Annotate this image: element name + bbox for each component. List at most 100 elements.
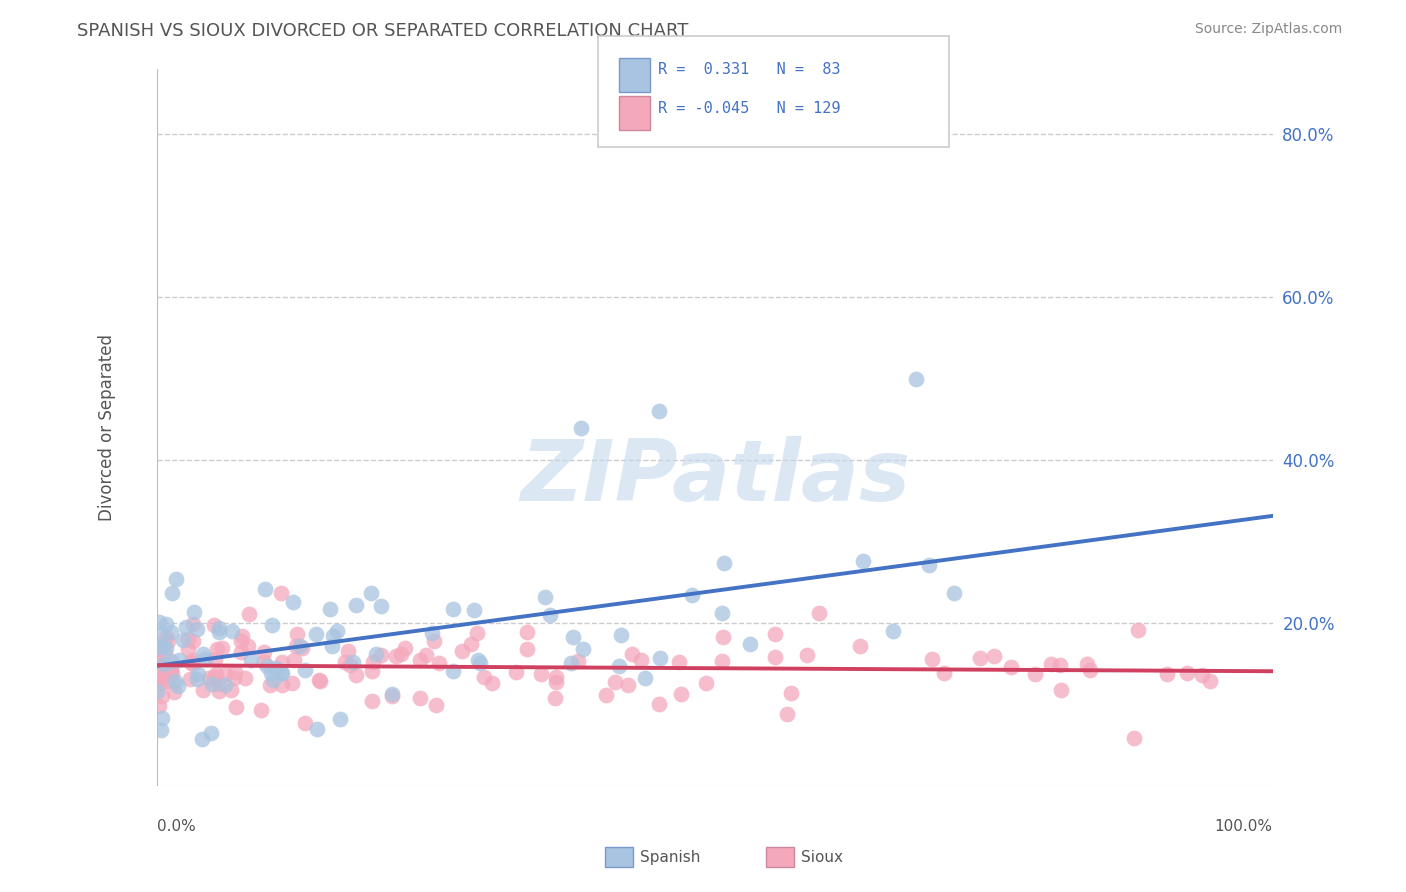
Point	[233, 671, 256, 685]
Point	[422, 634, 444, 648]
Point	[1191, 668, 1213, 682]
Text: Source: ZipAtlas.com: Source: ZipAtlas.com	[1195, 22, 1343, 37]
Point	[385, 649, 408, 664]
Point	[150, 710, 173, 724]
Point	[155, 630, 177, 644]
Point	[253, 655, 276, 669]
Point	[165, 572, 187, 586]
Point	[270, 585, 292, 599]
Point	[934, 666, 956, 681]
Point	[253, 645, 276, 659]
Point	[177, 641, 200, 656]
Point	[516, 642, 538, 657]
Point	[238, 607, 260, 621]
Point	[572, 641, 595, 656]
Point	[603, 674, 626, 689]
Point	[463, 603, 485, 617]
Point	[796, 648, 818, 663]
Point	[1175, 665, 1198, 680]
Point	[1080, 663, 1102, 677]
Point	[186, 623, 208, 637]
Point	[285, 640, 308, 654]
Point	[177, 632, 200, 646]
Point	[166, 679, 188, 693]
Point	[620, 647, 643, 661]
Point	[1050, 683, 1073, 698]
Point	[420, 626, 443, 640]
Point	[152, 639, 174, 653]
Point	[852, 554, 875, 568]
Point	[202, 670, 225, 684]
Point	[183, 605, 205, 619]
Point	[221, 624, 243, 639]
Point	[505, 665, 527, 679]
Point	[648, 650, 671, 665]
Point	[322, 629, 344, 643]
Point	[370, 599, 392, 613]
Point	[544, 669, 567, 683]
Point	[280, 676, 302, 690]
Point	[155, 617, 177, 632]
Point	[543, 691, 565, 706]
Point	[763, 649, 786, 664]
Point	[409, 691, 432, 706]
Point	[325, 624, 347, 639]
Point	[160, 662, 183, 676]
Point	[224, 665, 246, 679]
Point	[807, 607, 830, 621]
Point	[710, 654, 733, 668]
Point	[882, 624, 904, 638]
Point	[249, 703, 271, 717]
Point	[207, 677, 229, 691]
Point	[208, 621, 231, 635]
Point	[236, 640, 259, 654]
Point	[1128, 623, 1150, 637]
Point	[239, 653, 262, 667]
Text: ZIPatlas: ZIPatlas	[520, 436, 910, 519]
Point	[187, 667, 209, 681]
Text: Sioux: Sioux	[801, 850, 844, 864]
Text: SPANISH VS SIOUX DIVORCED OR SEPARATED CORRELATION CHART: SPANISH VS SIOUX DIVORCED OR SEPARATED C…	[77, 22, 689, 40]
Point	[193, 647, 215, 661]
Point	[271, 678, 294, 692]
Point	[516, 624, 538, 639]
Point	[321, 639, 343, 653]
Point	[918, 558, 941, 572]
Point	[146, 664, 169, 678]
Point	[370, 648, 392, 662]
Point	[157, 634, 180, 648]
Point	[155, 673, 177, 688]
Point	[181, 617, 204, 632]
Point	[389, 647, 412, 661]
Point	[263, 673, 285, 687]
Point	[441, 602, 464, 616]
Point	[609, 659, 631, 673]
Point	[969, 651, 991, 665]
Point	[921, 652, 943, 666]
Point	[186, 672, 208, 686]
Point	[148, 615, 170, 629]
Point	[208, 625, 231, 640]
Point	[546, 674, 568, 689]
Point	[153, 657, 176, 672]
Point	[569, 420, 592, 434]
Point	[1024, 667, 1046, 681]
Point	[668, 655, 690, 669]
Point	[451, 644, 474, 658]
Point	[167, 653, 190, 667]
Point	[468, 656, 491, 670]
Point	[567, 654, 589, 668]
Point	[669, 687, 692, 701]
Point	[214, 678, 236, 692]
Point	[648, 404, 671, 418]
Point	[695, 676, 717, 690]
Point	[159, 625, 181, 640]
Point	[146, 683, 169, 698]
Point	[150, 671, 173, 685]
Point	[194, 652, 217, 666]
Point	[163, 685, 186, 699]
Point	[780, 686, 803, 700]
Point	[148, 671, 170, 685]
Point	[259, 678, 281, 692]
Point	[534, 590, 557, 604]
